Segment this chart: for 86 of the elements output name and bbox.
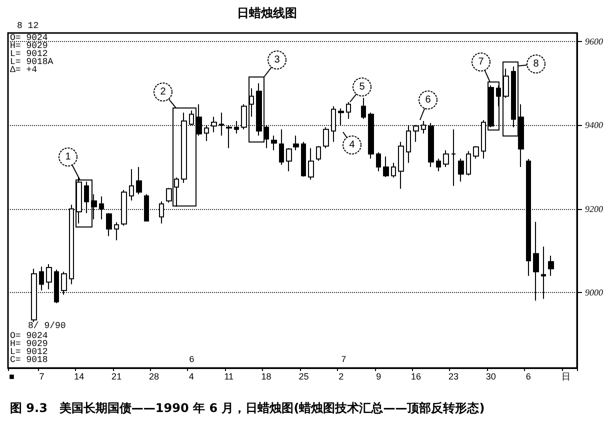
- candlestick: [466, 150, 471, 176]
- annotation: 2: [160, 86, 166, 98]
- candlestick: [548, 255, 554, 276]
- candlestick: [114, 222, 119, 241]
- candlestick: [526, 158, 531, 276]
- candlestick: [279, 128, 284, 166]
- caption: 图 9.3 美国长期国债——1990 年 6 月，日蜡烛图(蜡烛图技术汇总——顶部反转形态): [10, 401, 485, 415]
- candlestick: [316, 146, 321, 162]
- candlestick: [39, 266, 44, 292]
- x-tick-label: 14: [74, 372, 84, 382]
- candlestick: [368, 112, 374, 160]
- candlestick: [99, 196, 104, 220]
- candlestick: [181, 112, 187, 184]
- x-tick-label: 28: [148, 372, 159, 382]
- candlestick: [511, 66, 516, 128]
- annotation: O= 9024 H= 9029 L= 9012 L= 9018A Δ= +4: [10, 33, 54, 75]
- candlestick: [443, 150, 449, 168]
- candlestick: [219, 112, 224, 136]
- annotation: 6: [425, 94, 432, 106]
- candlestick: [473, 146, 479, 160]
- candlestick: [136, 166, 142, 195]
- candlestick: [301, 141, 306, 178]
- annotation: 8/ 9/90: [28, 321, 66, 331]
- x-tick-label: 21: [112, 372, 122, 382]
- x-tick-label: 23: [448, 372, 458, 382]
- candlestick: [406, 124, 411, 164]
- x-tick-label: 11: [224, 372, 234, 382]
- candlestick: [541, 246, 546, 300]
- x-tick-label: 25: [298, 372, 309, 382]
- annotation: 3: [274, 54, 280, 66]
- y-tick-label: 9400: [585, 120, 604, 130]
- annotation: 7: [341, 355, 346, 365]
- annotation: 4: [349, 140, 356, 150]
- x-tick-label: 30: [486, 372, 496, 382]
- x-tick-label: 4: [188, 372, 194, 382]
- candlestick: [376, 152, 381, 172]
- annotation: O= 9024 H= 9029 L= 9012 C= 9018: [10, 331, 48, 365]
- candlestick: [293, 135, 299, 151]
- candlestick: [338, 108, 344, 126]
- candlestick: [61, 271, 67, 296]
- x-tick-label: 日: [561, 372, 570, 382]
- candlestick: [46, 264, 52, 290]
- candlestick: [428, 122, 434, 168]
- candlestick: [451, 128, 456, 186]
- candlestick: [204, 124, 209, 142]
- candlestick: [533, 221, 539, 302]
- candlestick: [436, 158, 441, 172]
- candlestick: [458, 158, 464, 182]
- annotation: 8: [533, 58, 540, 70]
- candlestick: [121, 190, 127, 226]
- x-tick-label: 18: [261, 372, 272, 382]
- candlestick: [286, 148, 292, 172]
- annotation: 6: [189, 355, 194, 365]
- candlestick: [398, 141, 404, 190]
- annotation: 7: [478, 56, 484, 68]
- candlestick: [226, 124, 232, 149]
- annotation: 5: [359, 82, 366, 92]
- candlestick: [31, 268, 37, 322]
- text: 8 12: [17, 21, 39, 31]
- candlestick: [54, 269, 59, 304]
- candlestick: [211, 116, 217, 133]
- candlestick: [159, 200, 164, 224]
- candlestick: [323, 126, 329, 149]
- candlestick: [129, 168, 134, 201]
- candlestick: [308, 148, 314, 180]
- candlestick: [331, 106, 336, 142]
- candlestick: [234, 120, 239, 134]
- y-tick-label: 9600: [585, 36, 604, 46]
- candlestick: [106, 212, 112, 237]
- x-tick-label: 7: [39, 372, 44, 382]
- x-tick-label: 6: [526, 372, 531, 382]
- y-tick-label: 9200: [585, 204, 604, 214]
- x-tick-label: ■: [9, 372, 14, 382]
- y-tick-label: 9000: [585, 288, 604, 298]
- candlestick: [256, 82, 262, 136]
- candlestick: [391, 162, 396, 178]
- candlestick: [271, 135, 277, 151]
- candlestick: [421, 120, 426, 134]
- x-tick-label: 9: [376, 372, 382, 382]
- chart-title: 日蜡烛线图: [237, 6, 297, 20]
- x-tick-label: 16: [411, 372, 422, 382]
- candlestick: [144, 194, 149, 222]
- candlestick: [383, 156, 389, 178]
- annotation: 1: [65, 152, 72, 162]
- x-tick-label: 2: [338, 372, 344, 382]
- candlestick: [413, 124, 419, 142]
